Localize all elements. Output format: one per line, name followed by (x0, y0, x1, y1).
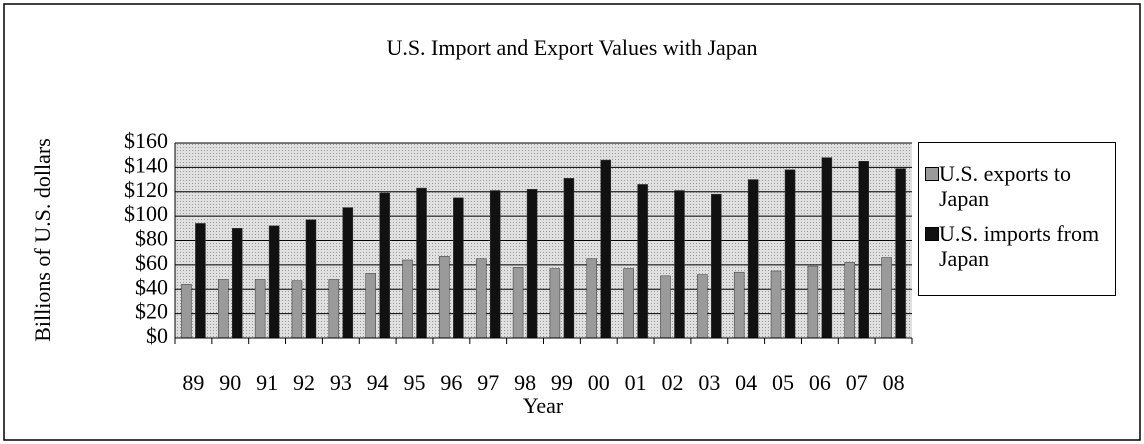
x-tick-label: 89 (182, 370, 204, 395)
bar (328, 279, 340, 339)
bar (807, 265, 819, 339)
y-tick-label: $140 (124, 152, 168, 177)
bar (858, 161, 869, 339)
x-tick-label: 08 (883, 370, 905, 395)
bar (660, 275, 671, 339)
bar (881, 257, 892, 339)
legend-label: U.S. imports from Japan (939, 221, 1100, 271)
y-tick-label: $0 (146, 323, 168, 348)
bar (637, 184, 648, 339)
bar (711, 193, 722, 339)
bar (402, 259, 413, 339)
bar (365, 273, 376, 339)
bar (232, 228, 243, 339)
x-tick-label: 07 (846, 370, 868, 395)
x-tick-label: 90 (219, 370, 241, 395)
y-tick-label: $60 (135, 250, 168, 275)
bar (489, 190, 501, 339)
x-axis-label: Year (523, 393, 564, 418)
bar (181, 284, 192, 339)
bar (453, 197, 464, 339)
y-tick-label: $120 (124, 177, 168, 202)
chart-title: U.S. Import and Export Values with Japan (386, 35, 757, 60)
bar (305, 219, 317, 339)
x-tick-label: 03 (698, 370, 720, 395)
legend-swatch (925, 167, 939, 181)
bar (254, 279, 266, 339)
legend: U.S. exports to Japan U.S. imports from J… (918, 142, 1116, 296)
bar (747, 179, 759, 339)
bar (697, 274, 708, 339)
bar (674, 190, 685, 339)
x-tick-label: 04 (735, 370, 757, 395)
bar (733, 271, 745, 339)
bar (379, 192, 390, 339)
x-tick-label: 02 (661, 370, 683, 395)
bar (439, 256, 450, 339)
x-tick-label: 01 (625, 370, 647, 395)
x-tick-label: 00 (588, 370, 610, 395)
legend-item: U.S. imports from Japan (925, 221, 1111, 271)
bar (563, 178, 575, 339)
bar (195, 223, 206, 339)
bar (268, 225, 280, 339)
bar (821, 157, 833, 339)
y-tick-label: $100 (124, 201, 168, 226)
x-tick-label: 98 (514, 370, 536, 395)
y-tick-label: $160 (124, 128, 168, 153)
bar (895, 168, 906, 339)
x-tick-label: 94 (367, 370, 389, 395)
x-tick-label: 99 (551, 370, 573, 395)
y-tick-label: $80 (135, 226, 168, 251)
bar (512, 267, 524, 339)
bar (291, 280, 303, 339)
x-tick-label: 97 (477, 370, 499, 395)
x-tick-label: 95 (404, 370, 426, 395)
y-tick-label: $20 (135, 299, 168, 324)
x-tick-label: 93 (330, 370, 352, 395)
legend-label: U.S. exports to Japan (939, 161, 1071, 211)
bar (623, 268, 634, 339)
x-tick-label: 05 (772, 370, 794, 395)
legend-item: U.S. exports to Japan (925, 161, 1111, 211)
bar (526, 189, 538, 339)
bar (844, 262, 855, 339)
bar (342, 207, 354, 339)
x-tick-label: 92 (293, 370, 315, 395)
bar (586, 258, 598, 339)
bar (770, 270, 782, 339)
bar (600, 159, 612, 339)
x-tick-label: 06 (809, 370, 831, 395)
bar (784, 169, 796, 339)
x-tick-label: 96 (440, 370, 462, 395)
y-axis-label: Billions of U.S. dollars (30, 138, 55, 342)
bar (218, 279, 229, 339)
x-tick-label: 91 (256, 370, 278, 395)
legend-swatch (925, 227, 939, 241)
bar (549, 268, 561, 339)
bar (416, 187, 427, 339)
y-tick-label: $40 (135, 274, 168, 299)
bar (475, 258, 487, 339)
